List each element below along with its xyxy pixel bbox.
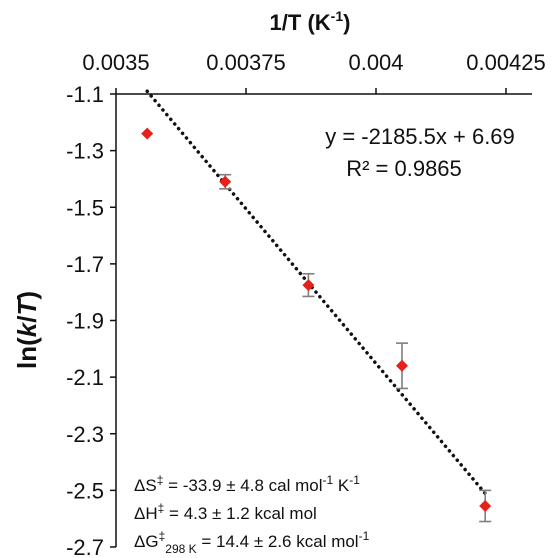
y-tick-label: -1.5 [66,195,104,220]
data-markers [141,127,492,512]
data-point-diamond [396,359,408,372]
trendline [145,89,487,496]
y-axis-ticks: -1.1 -1.3 -1.5 -1.7 -1.9 -2.1 -2.3 -2.5 -2.7 [66,82,116,558]
y-tick-label: -2.5 [66,478,104,503]
trendline-equation: y = -2185.5x + 6.69 [325,124,515,149]
annotation-entropy: ΔS‡ = -33.9 ± 4.8 cal mol-1 K-1 [134,473,360,495]
x-tick-label: 0.00425 [466,50,546,75]
y-tick-label: -2.3 [66,422,104,447]
data-point-diamond [302,279,315,292]
r-squared-label: R² = 0.9865 [346,156,462,181]
x-axis-ticks: 0.0035 0.00375 0.004 0.00425 [82,50,546,94]
annotation-enthalpy: ΔH‡ = 4.3 ± 1.2 kcal mol [134,501,317,523]
x-tick-label: 0.0035 [82,50,149,75]
data-point-diamond [479,499,492,512]
y-tick-label: -1.7 [66,252,104,277]
y-tick-label: -1.9 [66,309,104,334]
x-axis-title: 1/T (K-1) [270,8,351,35]
y-tick-label: -2.1 [66,365,104,390]
y-tick-label: -1.1 [66,82,104,107]
data-point-diamond [219,175,232,188]
data-point-diamond [141,127,154,140]
annotation-gibbs: ΔG‡298 K = 14.4 ± 2.6 kcal mol-1 [134,529,370,556]
y-tick-label: -1.3 [66,139,104,164]
y-tick-label: -2.7 [66,535,104,558]
x-tick-label: 0.004 [348,50,403,75]
x-tick-label: 0.00375 [206,50,286,75]
y-axis-title: ln(k/T) [12,291,42,369]
